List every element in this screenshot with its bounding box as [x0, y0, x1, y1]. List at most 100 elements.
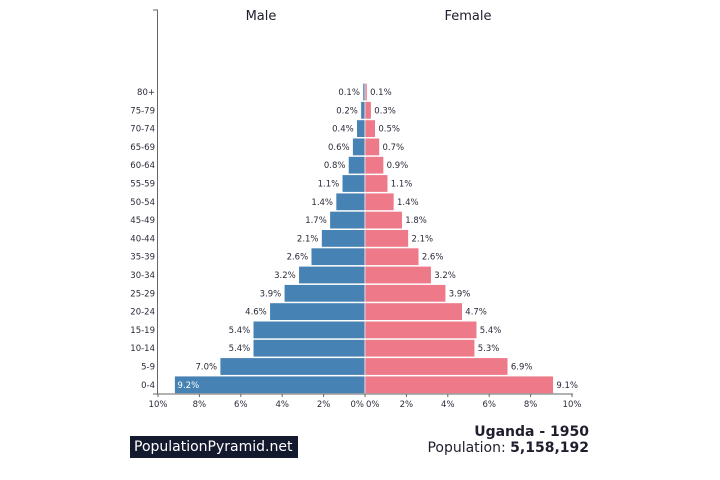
female-bar: [364, 284, 447, 303]
female-value-label: 2.6%: [422, 253, 444, 263]
female-header: Female: [444, 9, 491, 24]
age-group-label: 25-29: [130, 289, 155, 299]
male-value-label: 3.9%: [260, 289, 282, 299]
x-tick-label: 2%: [400, 400, 414, 410]
male-value-label: 7.0%: [195, 363, 217, 373]
female-value-label: 1.4%: [397, 198, 419, 208]
male-bar: [321, 229, 366, 248]
age-group-label: 60-64: [130, 161, 155, 171]
female-bar: [364, 119, 376, 138]
male-bar: [252, 320, 366, 339]
male-value-label: 0.4%: [332, 125, 354, 135]
male-header: Male: [246, 9, 277, 24]
male-bar: [174, 375, 366, 394]
age-group-label: 45-49: [130, 216, 155, 226]
male-bar: [298, 265, 366, 284]
male-bar: [335, 192, 366, 211]
age-group-label: 20-24: [130, 308, 155, 318]
female-value-label: 4.7%: [465, 308, 487, 318]
male-bar: [269, 302, 366, 321]
male-bar: [341, 174, 366, 193]
male-value-label: 0.1%: [338, 88, 360, 98]
x-tick-label: 10%: [563, 400, 582, 410]
age-group-label: 80+: [137, 88, 155, 98]
x-tick-label: 6%: [482, 400, 496, 410]
x-tick-label: 0%: [366, 400, 380, 410]
male-value-label: 2.1%: [297, 234, 319, 244]
female-bar: [364, 247, 420, 266]
male-bar: [219, 357, 366, 376]
age-group-label: 75-79: [130, 106, 155, 116]
x-tick-label: 4%: [275, 400, 289, 410]
male-value-label: 1.1%: [318, 180, 340, 190]
x-tick-label: 2%: [317, 400, 331, 410]
female-value-label: 9.1%: [556, 381, 578, 391]
female-value-label: 0.7%: [382, 143, 404, 153]
male-value-label: 1.4%: [311, 198, 333, 208]
female-bar: [364, 320, 478, 339]
male-value-label: 5.4%: [229, 344, 251, 354]
female-value-label: 5.3%: [478, 344, 500, 354]
female-bar: [364, 265, 432, 284]
age-group-label: 30-34: [130, 271, 155, 281]
population-total: Population: 5,158,192: [427, 440, 589, 456]
male-value-label: 0.6%: [328, 143, 350, 153]
population-pyramid-chart: Male Female 80+ 0.1% 0.1% 75-79 0.2% 0.3% 70-74 0…: [130, 9, 582, 410]
male-bar: [352, 137, 366, 156]
male-value-label: 0.2%: [336, 106, 358, 116]
male-value-label: 5.4%: [229, 326, 251, 336]
age-group-label: 50-54: [130, 198, 155, 208]
x-tick-label: 10%: [149, 400, 168, 410]
female-bar: [364, 375, 554, 394]
male-bar: [329, 211, 366, 230]
x-tick-label: 6%: [234, 400, 248, 410]
male-bar: [252, 339, 366, 358]
brand-logo[interactable]: PopulationPyramid.net: [130, 436, 299, 458]
female-value-label: 2.1%: [411, 234, 433, 244]
male-value-label: 9.2%: [178, 381, 200, 391]
female-bar: [364, 192, 395, 211]
x-tick-label: 8%: [524, 400, 538, 410]
population-value: 5,158,192: [510, 440, 589, 456]
male-value-label: 1.7%: [305, 216, 327, 226]
female-value-label: 1.1%: [391, 180, 413, 190]
age-group-label: 65-69: [130, 143, 155, 153]
male-value-label: 3.2%: [274, 271, 296, 281]
male-value-label: 0.8%: [324, 161, 346, 171]
age-group-label: 0-4: [141, 381, 155, 391]
age-group-label: 10-14: [130, 344, 155, 354]
male-value-label: 2.6%: [287, 253, 309, 263]
country-year-title: Uganda - 1950: [474, 424, 589, 440]
female-bar: [364, 101, 372, 120]
age-group-label: 15-19: [130, 326, 155, 336]
male-value-label: 4.6%: [245, 308, 267, 318]
male-bar: [283, 284, 366, 303]
female-bar: [364, 339, 476, 358]
female-value-label: 0.3%: [374, 106, 396, 116]
male-bar: [348, 156, 366, 175]
female-value-label: 3.9%: [449, 289, 471, 299]
female-value-label: 3.2%: [434, 271, 456, 281]
female-bar: [364, 174, 389, 193]
x-tick-label: 0%: [351, 400, 365, 410]
male-bar: [310, 247, 366, 266]
age-group-label: 35-39: [130, 253, 155, 263]
x-tick-label: 4%: [441, 400, 455, 410]
female-value-label: 0.5%: [378, 125, 400, 135]
female-bar: [364, 357, 509, 376]
age-group-label: 55-59: [130, 180, 155, 190]
female-bar: [364, 83, 368, 102]
age-group-label: 5-9: [141, 363, 155, 373]
x-tick-label: 8%: [193, 400, 207, 410]
female-value-label: 0.1%: [370, 88, 392, 98]
population-label: Population:: [427, 440, 511, 456]
female-value-label: 1.8%: [405, 216, 427, 226]
female-bar: [364, 302, 463, 321]
male-bar: [362, 83, 366, 102]
female-value-label: 5.4%: [480, 326, 502, 336]
female-value-label: 0.9%: [387, 161, 409, 171]
female-value-label: 6.9%: [511, 363, 533, 373]
female-bar: [364, 137, 380, 156]
male-bar: [356, 119, 366, 138]
male-bar: [360, 101, 366, 120]
